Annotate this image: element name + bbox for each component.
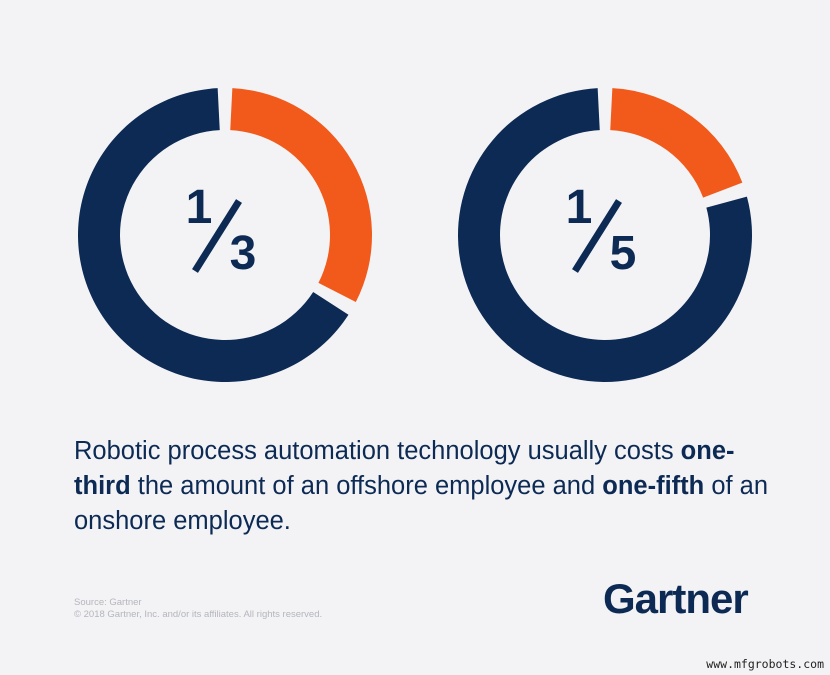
caption: Robotic process automation technology us…	[74, 434, 774, 539]
caption-part: one-third	[74, 437, 735, 500]
denominator: 3	[230, 227, 257, 280]
donut-segment	[610, 88, 743, 198]
donut-segment	[77, 88, 349, 382]
logo: Gartner	[603, 575, 749, 622]
caption-part: Robotic process automation technology us…	[74, 437, 681, 465]
copyright: © 2018 Gartner, Inc. and/or its affiliat…	[74, 609, 323, 620]
caption-part: one-fifth	[602, 472, 705, 500]
watermark: www.mfgrobots.com	[706, 657, 824, 671]
fraction-slash	[192, 199, 242, 273]
numerator: 1	[566, 181, 593, 234]
caption-part: of an onshore employee.	[74, 472, 769, 535]
numerator: 1	[186, 181, 213, 234]
fraction-slash	[572, 199, 622, 273]
denominator: 5	[610, 227, 637, 280]
source: Source: Gartner	[74, 597, 142, 608]
caption-part: the amount of an offshore employee and	[130, 472, 603, 500]
donut-segment	[230, 88, 372, 303]
